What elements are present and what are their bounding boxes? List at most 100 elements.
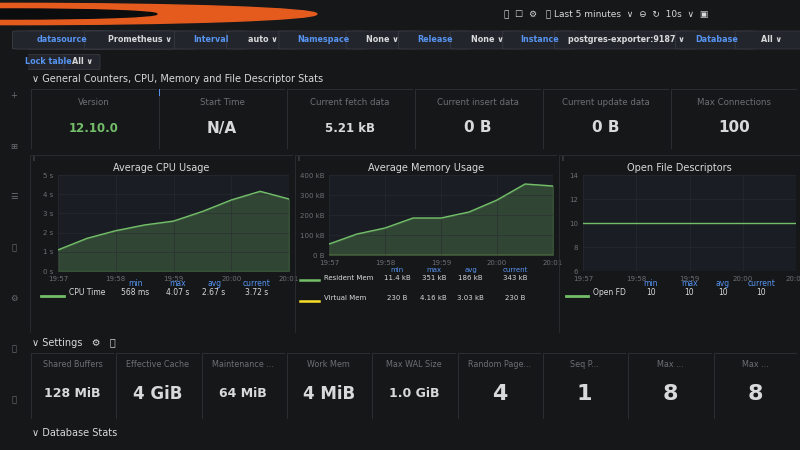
Text: ☰: ☰ bbox=[10, 192, 18, 201]
Text: max: max bbox=[169, 279, 186, 288]
Text: Max ...: Max ... bbox=[742, 360, 769, 369]
Text: Instance: Instance bbox=[520, 36, 559, 45]
Text: current: current bbox=[502, 266, 528, 273]
Text: 1: 1 bbox=[577, 384, 593, 404]
Text: ⚙: ⚙ bbox=[10, 293, 18, 302]
Text: avg: avg bbox=[716, 279, 730, 288]
Text: 230 B: 230 B bbox=[387, 295, 407, 301]
Text: Virtual Mem: Virtual Mem bbox=[324, 295, 366, 301]
Text: None ∨: None ∨ bbox=[366, 36, 399, 45]
FancyBboxPatch shape bbox=[502, 31, 576, 49]
FancyBboxPatch shape bbox=[676, 31, 757, 49]
Text: 8: 8 bbox=[747, 384, 763, 404]
FancyBboxPatch shape bbox=[450, 31, 524, 49]
Text: 0 B: 0 B bbox=[592, 121, 620, 135]
FancyBboxPatch shape bbox=[346, 31, 419, 49]
FancyBboxPatch shape bbox=[554, 31, 698, 49]
Text: 343 kB: 343 kB bbox=[503, 274, 527, 281]
Circle shape bbox=[0, 3, 317, 25]
Text: 1.0 GiB: 1.0 GiB bbox=[389, 387, 439, 400]
Text: 11.4 kB: 11.4 kB bbox=[384, 274, 410, 281]
FancyBboxPatch shape bbox=[64, 54, 100, 69]
Text: i: i bbox=[562, 156, 563, 162]
Text: Start Time: Start Time bbox=[199, 98, 245, 107]
FancyBboxPatch shape bbox=[82, 31, 176, 49]
Text: max: max bbox=[681, 279, 698, 288]
Text: 10: 10 bbox=[684, 288, 694, 297]
Text: postgres-exporter:9187 ∨: postgres-exporter:9187 ∨ bbox=[567, 36, 684, 45]
Text: current: current bbox=[242, 279, 270, 288]
Text: +: + bbox=[10, 91, 18, 100]
Text: i: i bbox=[33, 156, 34, 162]
Text: Average Memory Usage: Average Memory Usage bbox=[368, 163, 484, 173]
Text: All ∨: All ∨ bbox=[71, 58, 93, 67]
Text: Random Page...: Random Page... bbox=[468, 360, 531, 369]
Text: Open FD: Open FD bbox=[593, 288, 626, 297]
Text: Namespace: Namespace bbox=[297, 36, 350, 45]
Text: ∨ Database Stats: ∨ Database Stats bbox=[32, 428, 117, 438]
Text: None ∨: None ∨ bbox=[470, 36, 503, 45]
Text: ∨ General Counters, CPU, Memory and File Descriptor Stats: ∨ General Counters, CPU, Memory and File… bbox=[32, 74, 323, 84]
Text: 5.21 kB: 5.21 kB bbox=[325, 122, 375, 135]
Text: 12.10.0: 12.10.0 bbox=[69, 122, 119, 135]
Text: Version: Version bbox=[78, 98, 110, 107]
Text: 4.16 kB: 4.16 kB bbox=[421, 295, 447, 301]
Text: Release: Release bbox=[418, 36, 453, 45]
Text: 4 MiB: 4 MiB bbox=[302, 385, 354, 403]
Bar bbox=[159, 89, 160, 96]
Text: min: min bbox=[390, 266, 404, 273]
Text: Work Mem: Work Mem bbox=[307, 360, 350, 369]
Text: Interval: Interval bbox=[194, 36, 229, 45]
FancyBboxPatch shape bbox=[84, 31, 196, 49]
FancyBboxPatch shape bbox=[13, 31, 106, 49]
Text: 👤: 👤 bbox=[11, 395, 17, 404]
Text: 230 B: 230 B bbox=[505, 295, 526, 301]
Text: 4: 4 bbox=[492, 384, 507, 404]
FancyBboxPatch shape bbox=[174, 31, 248, 49]
Text: ∨ Settings   ⚙   🗑: ∨ Settings ⚙ 🗑 bbox=[32, 338, 116, 348]
Text: i: i bbox=[298, 156, 300, 162]
FancyBboxPatch shape bbox=[24, 54, 72, 69]
Text: Maintenance ...: Maintenance ... bbox=[213, 360, 274, 369]
Text: Resident Mem: Resident Mem bbox=[324, 274, 373, 281]
Text: Current fetch data: Current fetch data bbox=[310, 98, 390, 107]
Text: 10: 10 bbox=[757, 288, 766, 297]
Text: 4 GiB: 4 GiB bbox=[134, 385, 182, 403]
Text: ⊞: ⊞ bbox=[10, 142, 18, 151]
Text: Max Connections: Max Connections bbox=[697, 98, 771, 107]
Text: ⊞  General / PostgreSQL Database  ☆  ⛓: ⊞ General / PostgreSQL Database ☆ ⛓ bbox=[38, 9, 246, 18]
Text: datasource: datasource bbox=[35, 36, 84, 45]
Text: Effective Cache: Effective Cache bbox=[126, 360, 190, 369]
Text: 100: 100 bbox=[718, 121, 750, 135]
Text: CPU Time: CPU Time bbox=[70, 288, 106, 297]
Text: min: min bbox=[643, 279, 658, 288]
Text: 128 MiB: 128 MiB bbox=[45, 387, 101, 400]
FancyBboxPatch shape bbox=[398, 31, 472, 49]
Text: 8: 8 bbox=[662, 384, 678, 404]
Text: Database: Database bbox=[695, 36, 738, 45]
Text: avg: avg bbox=[207, 279, 221, 288]
Text: Current update data: Current update data bbox=[562, 98, 650, 107]
Text: Max ...: Max ... bbox=[657, 360, 683, 369]
Text: min: min bbox=[128, 279, 142, 288]
Text: 10: 10 bbox=[718, 288, 728, 297]
Text: 🔔: 🔔 bbox=[11, 243, 17, 252]
Text: Average CPU Usage: Average CPU Usage bbox=[114, 163, 210, 173]
Circle shape bbox=[0, 9, 157, 19]
Text: Open File Descriptors: Open File Descriptors bbox=[627, 163, 732, 173]
Text: Prometheus ∨: Prometheus ∨ bbox=[108, 36, 172, 45]
FancyBboxPatch shape bbox=[735, 31, 800, 49]
Text: Shared Buffers: Shared Buffers bbox=[42, 360, 102, 369]
Text: Seq P...: Seq P... bbox=[570, 360, 599, 369]
Text: Prometheus: Prometheus bbox=[103, 36, 155, 45]
Text: All ∨: All ∨ bbox=[762, 36, 782, 45]
Text: 351 kB: 351 kB bbox=[422, 274, 446, 281]
Text: 568 ms: 568 ms bbox=[121, 288, 150, 297]
Text: 4.07 s: 4.07 s bbox=[166, 288, 189, 297]
Text: N/A: N/A bbox=[207, 121, 237, 135]
Text: 3.72 s: 3.72 s bbox=[245, 288, 268, 297]
Text: 186 kB: 186 kB bbox=[458, 274, 483, 281]
Text: Lock table: Lock table bbox=[25, 58, 71, 67]
Text: 3.03 kB: 3.03 kB bbox=[457, 295, 484, 301]
Text: current: current bbox=[747, 279, 775, 288]
